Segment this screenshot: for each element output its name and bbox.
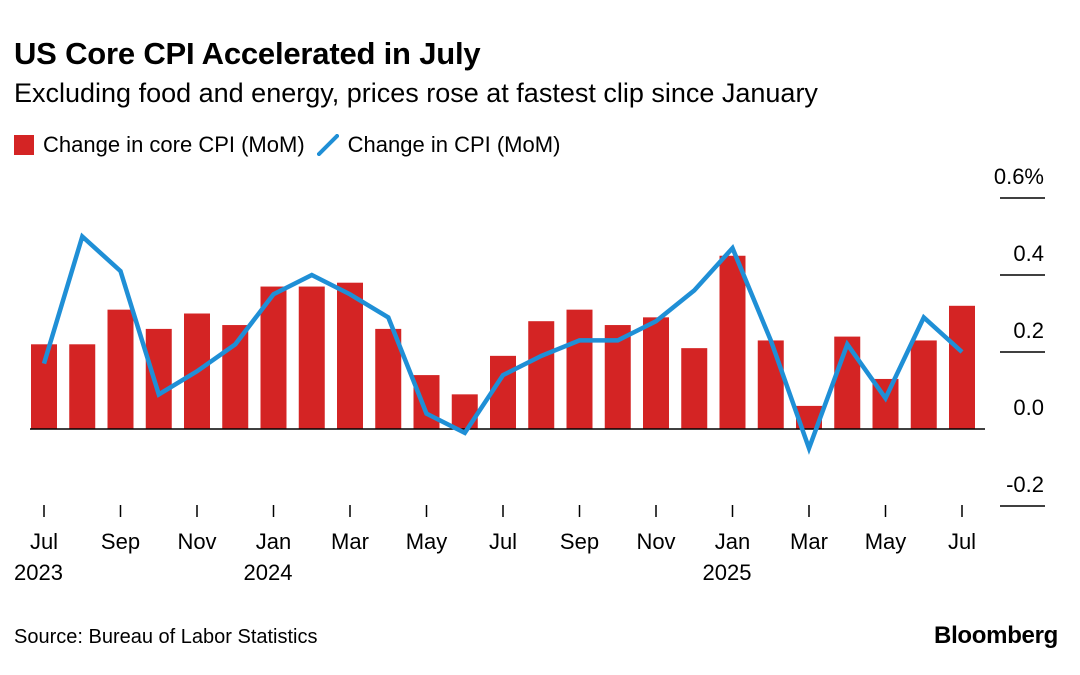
x-tick-label-12: Jul [948, 529, 976, 554]
core-cpi-bar-22 [834, 336, 861, 429]
y-tick-label-0: 0.6% [994, 164, 1044, 189]
legend-label-cpi: Change in CPI (MoM) [347, 132, 561, 157]
source-note: Source: Bureau of Labor Statistics [14, 626, 318, 648]
y-tick-label-2: 0.2 [1013, 318, 1044, 343]
legend-item-cpi: Change in CPI (MoM) [316, 132, 561, 158]
x-tick-label-10: Mar [790, 529, 828, 554]
core-cpi-bar-24 [910, 340, 937, 429]
core-cpi-bar-6 [222, 325, 249, 429]
core-cpi-bar-17 [643, 317, 669, 429]
legend-bar-swatch [14, 135, 34, 155]
y-tick-label-1: 0.4 [1013, 241, 1044, 266]
core-cpi-bar-7 [260, 286, 287, 429]
x-year-label-3: 2024 [244, 560, 293, 585]
core-cpi-bar-18 [681, 348, 708, 429]
core-cpi-bar-12 [451, 394, 478, 429]
x-tick-label-8: Nov [636, 529, 675, 554]
core-cpi-bar-14 [528, 321, 555, 429]
x-tick-label-2: Nov [177, 529, 216, 554]
core-cpi-bar-13 [490, 355, 516, 429]
core-cpi-bar-15 [566, 309, 593, 429]
core-cpi-bar-10 [375, 328, 402, 429]
core-cpi-bar-19 [719, 255, 746, 429]
x-year-label-0: 2023 [14, 560, 63, 585]
y-tick-label-3: 0.0 [1013, 395, 1044, 420]
y-tick-label-4: -0.2 [1006, 472, 1044, 497]
x-year-label-9: 2025 [703, 560, 752, 585]
x-tick-label-5: May [406, 529, 448, 554]
chart-legend: Change in core CPI (MoM) Change in CPI (… [14, 132, 572, 158]
core-cpi-bar-11 [413, 375, 440, 429]
bloomberg-logo: Bloomberg [934, 622, 1058, 649]
chart-title: US Core CPI Accelerated in July [14, 36, 481, 71]
core-cpi-bar-2 [69, 344, 96, 429]
core-cpi-bar-20 [757, 340, 784, 429]
legend-item-core-cpi: Change in core CPI (MoM) [14, 132, 305, 158]
x-tick-label-1: Sep [101, 529, 140, 554]
x-tick-label-7: Sep [560, 529, 599, 554]
legend-label-core-cpi: Change in core CPI (MoM) [43, 132, 305, 157]
core-cpi-bar-8 [298, 286, 325, 429]
x-tick-label-11: May [865, 529, 907, 554]
cpi-line [41, 232, 964, 455]
x-tick-label-0: Jul [30, 529, 58, 554]
x-tick-label-9: Jan [715, 529, 750, 554]
legend-line-swatch [316, 134, 339, 156]
x-tick-label-6: Jul [489, 529, 517, 554]
core-cpi-bar-25 [949, 305, 975, 429]
core-cpi-bar-4 [145, 328, 172, 429]
chart-subtitle: Excluding food and energy, prices rose a… [14, 78, 818, 108]
x-tick-label-3: Jan [256, 529, 291, 554]
core-cpi-bar-9 [337, 282, 363, 429]
core-cpi-bar-3 [107, 309, 134, 429]
x-tick-label-4: Mar [331, 529, 369, 554]
